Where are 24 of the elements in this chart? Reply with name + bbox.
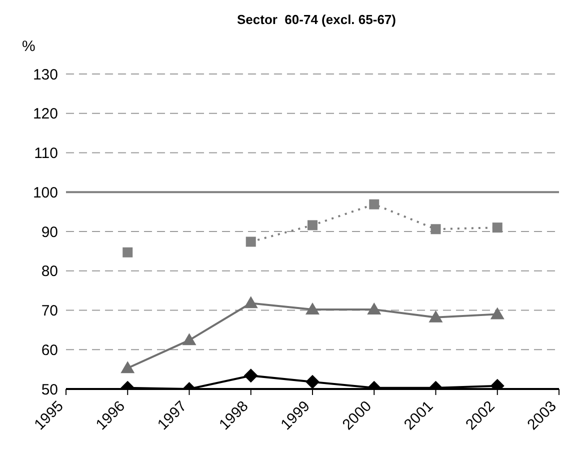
- chart-title: Sector 60-74 (excl. 65-67): [236, 11, 397, 29]
- point: [246, 236, 256, 247]
- point: [308, 220, 318, 230]
- point: [306, 302, 320, 314]
- point: [182, 333, 196, 346]
- point: [367, 302, 382, 314]
- point: [122, 247, 133, 258]
- point: [492, 222, 502, 233]
- y-tick-label: 110: [34, 145, 58, 162]
- y-tick-label: 90: [41, 224, 58, 241]
- y-tick-label: 100: [32, 184, 58, 202]
- y-tick-label: 130: [32, 66, 58, 84]
- y-tick-label: 50: [41, 381, 58, 398]
- point: [490, 307, 504, 320]
- y-tick-label: 120: [32, 106, 58, 123]
- point: [120, 361, 135, 374]
- y-tick-label: 60: [41, 342, 58, 359]
- y-axis-title: %: [21, 38, 36, 57]
- y-tick-label: 70: [41, 302, 58, 320]
- y-tick-label: 80: [41, 263, 58, 280]
- point: [244, 296, 258, 308]
- point: [369, 199, 380, 210]
- point: [428, 310, 443, 322]
- point: [430, 224, 441, 234]
